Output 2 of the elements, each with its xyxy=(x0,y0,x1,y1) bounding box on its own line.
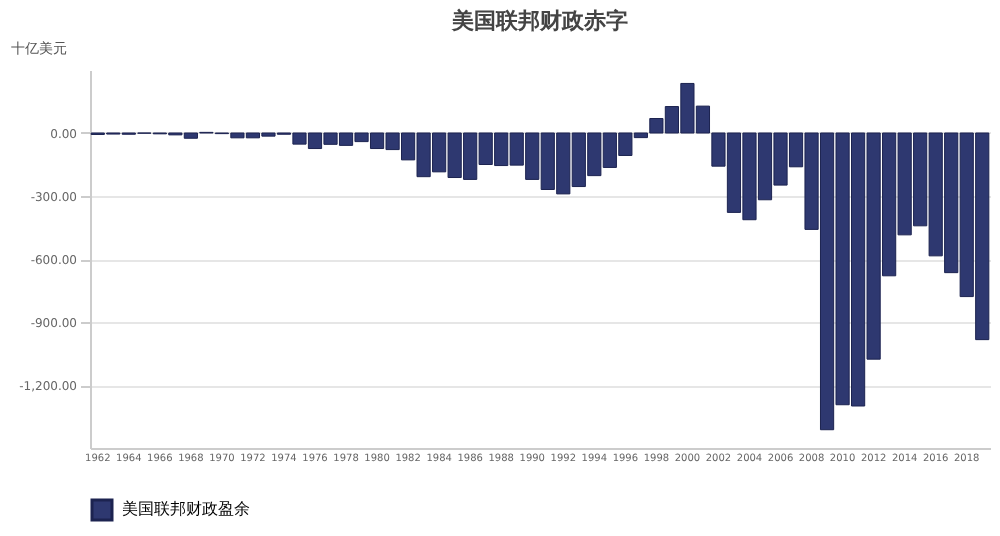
legend-label: 美国联邦财政盈余 xyxy=(122,500,250,518)
chart-title: 美国联邦财政赤字 xyxy=(450,8,628,34)
